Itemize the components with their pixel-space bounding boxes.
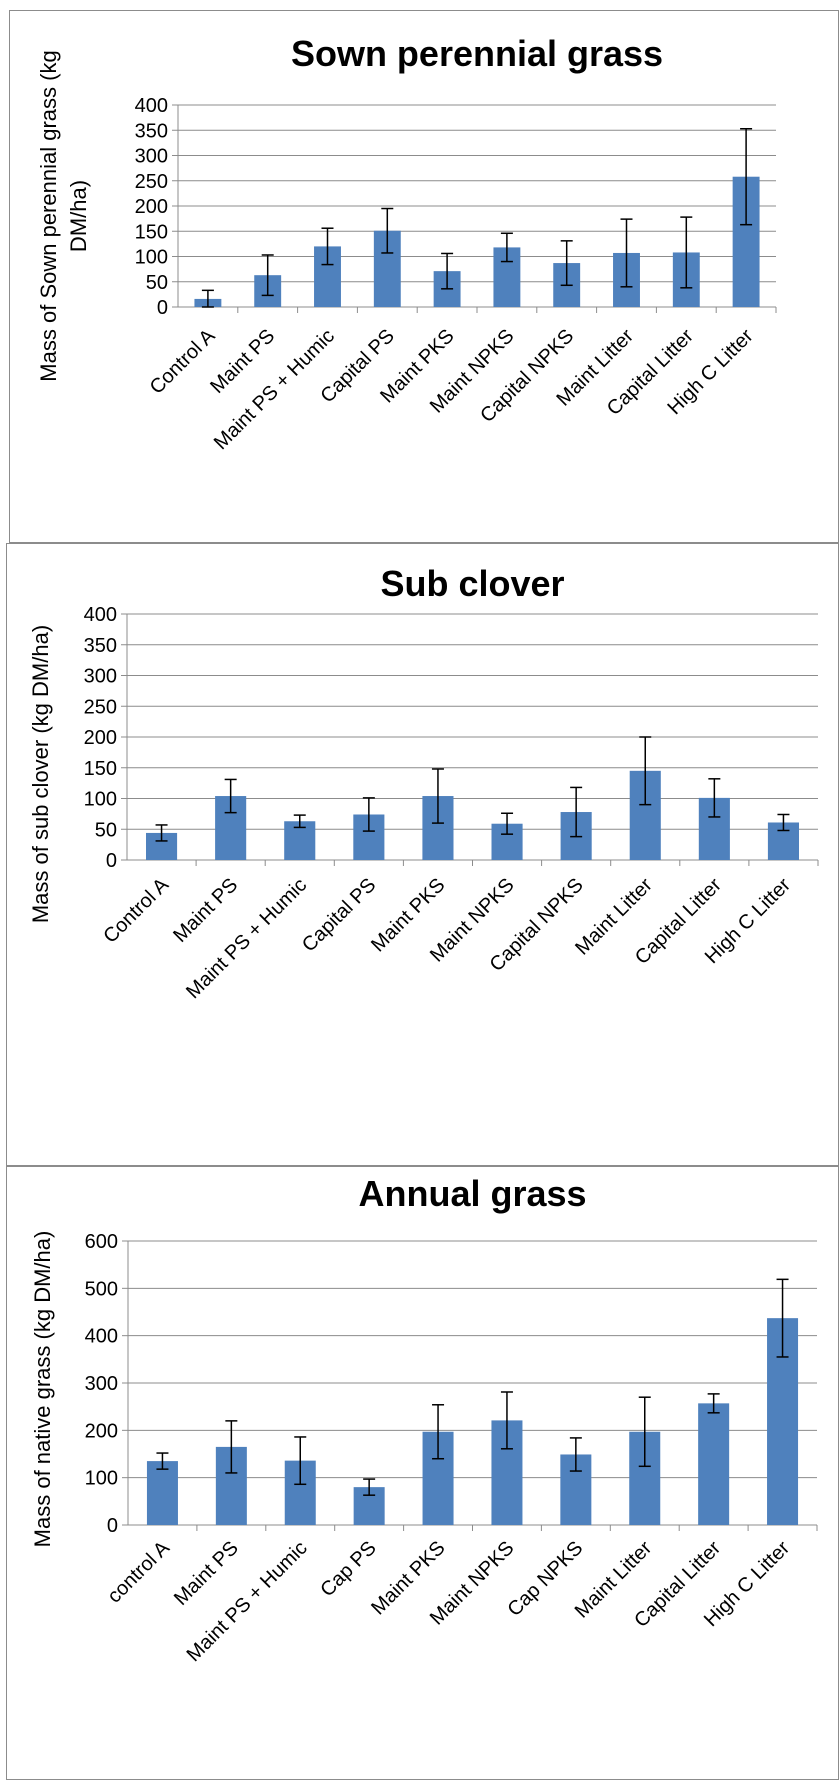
y-tick-label: 0 xyxy=(157,297,168,319)
chart-panel-annual-grass: Annual grass 0 100 200 300 400 500 600 Mass of n… xyxy=(6,1166,839,1780)
bar xyxy=(698,1403,730,1525)
y-tick-label: 250 xyxy=(135,171,168,193)
y-axis-label: Mass of native grass (kg DM/ha) xyxy=(30,1231,55,1548)
x-tick-label: Capital PS xyxy=(298,874,380,956)
y-tick-label: 250 xyxy=(84,696,117,718)
y-tick-label: 50 xyxy=(95,819,117,841)
chart-svg: Sub clover 0 50 100 150 200 250 300 350 400 Mass o… xyxy=(28,563,819,1003)
y-tick-label: 350 xyxy=(135,120,168,142)
x-tick-label: Maint PS + Humic xyxy=(183,1537,312,1666)
y-axis-label: Mass of sub clover (kg DM/ha) xyxy=(28,625,53,923)
y-axis-label: DM/ha) xyxy=(66,180,91,252)
x-tick-label: Cap PS xyxy=(316,1537,380,1601)
y-axis-label: Mass of Sown perennial grass (kg xyxy=(36,50,61,381)
chart-panel-sown-perennial-grass: Sown perennial grass 0 50 100 150 200 250 300 35… xyxy=(9,10,839,543)
y-tick-label: 400 xyxy=(84,604,117,626)
y-tick-label: 50 xyxy=(146,272,168,294)
y-tick-label: 200 xyxy=(84,727,117,749)
y-tick-label: 400 xyxy=(135,95,168,117)
x-tick-label: Maint PS xyxy=(169,874,242,947)
chart-svg: Sown perennial grass 0 50 100 150 200 250 300 35… xyxy=(36,33,777,454)
y-tick-label: 100 xyxy=(84,789,117,811)
y-tick-label: 150 xyxy=(135,221,168,243)
y-tick-label: 350 xyxy=(84,635,117,657)
y-tick-label: 300 xyxy=(135,146,168,168)
y-tick-label: 600 xyxy=(85,1231,118,1253)
chart-svg: Annual grass 0 100 200 300 400 500 600 Mass of n… xyxy=(30,1173,818,1666)
y-tick-label: 400 xyxy=(85,1326,118,1348)
y-tick-label: 0 xyxy=(107,1515,118,1537)
chart-panel-sub-clover: Sub clover 0 50 100 150 200 250 300 350 400 Mass o… xyxy=(6,543,839,1166)
x-tick-label: Control A xyxy=(99,874,173,948)
x-tick-label: control A xyxy=(103,1537,174,1608)
y-tick-label: 0 xyxy=(106,850,117,872)
chart-title: Sub clover xyxy=(380,563,564,604)
bar xyxy=(146,1461,178,1525)
y-tick-label: 200 xyxy=(85,1420,118,1442)
chart-title: Annual grass xyxy=(358,1173,586,1214)
y-tick-label: 500 xyxy=(85,1278,118,1300)
y-tick-label: 100 xyxy=(135,247,168,269)
x-tick-label: Maint PS xyxy=(170,1537,243,1610)
x-tick-label: Maint PS + Humic xyxy=(182,874,311,1003)
chart-title: Sown perennial grass xyxy=(291,33,663,74)
y-tick-label: 100 xyxy=(85,1468,118,1490)
y-tick-label: 200 xyxy=(135,196,168,218)
x-tick-label: Control A xyxy=(146,325,220,399)
y-tick-label: 150 xyxy=(84,758,117,780)
y-tick-label: 300 xyxy=(85,1373,118,1395)
y-tick-label: 300 xyxy=(84,666,117,688)
